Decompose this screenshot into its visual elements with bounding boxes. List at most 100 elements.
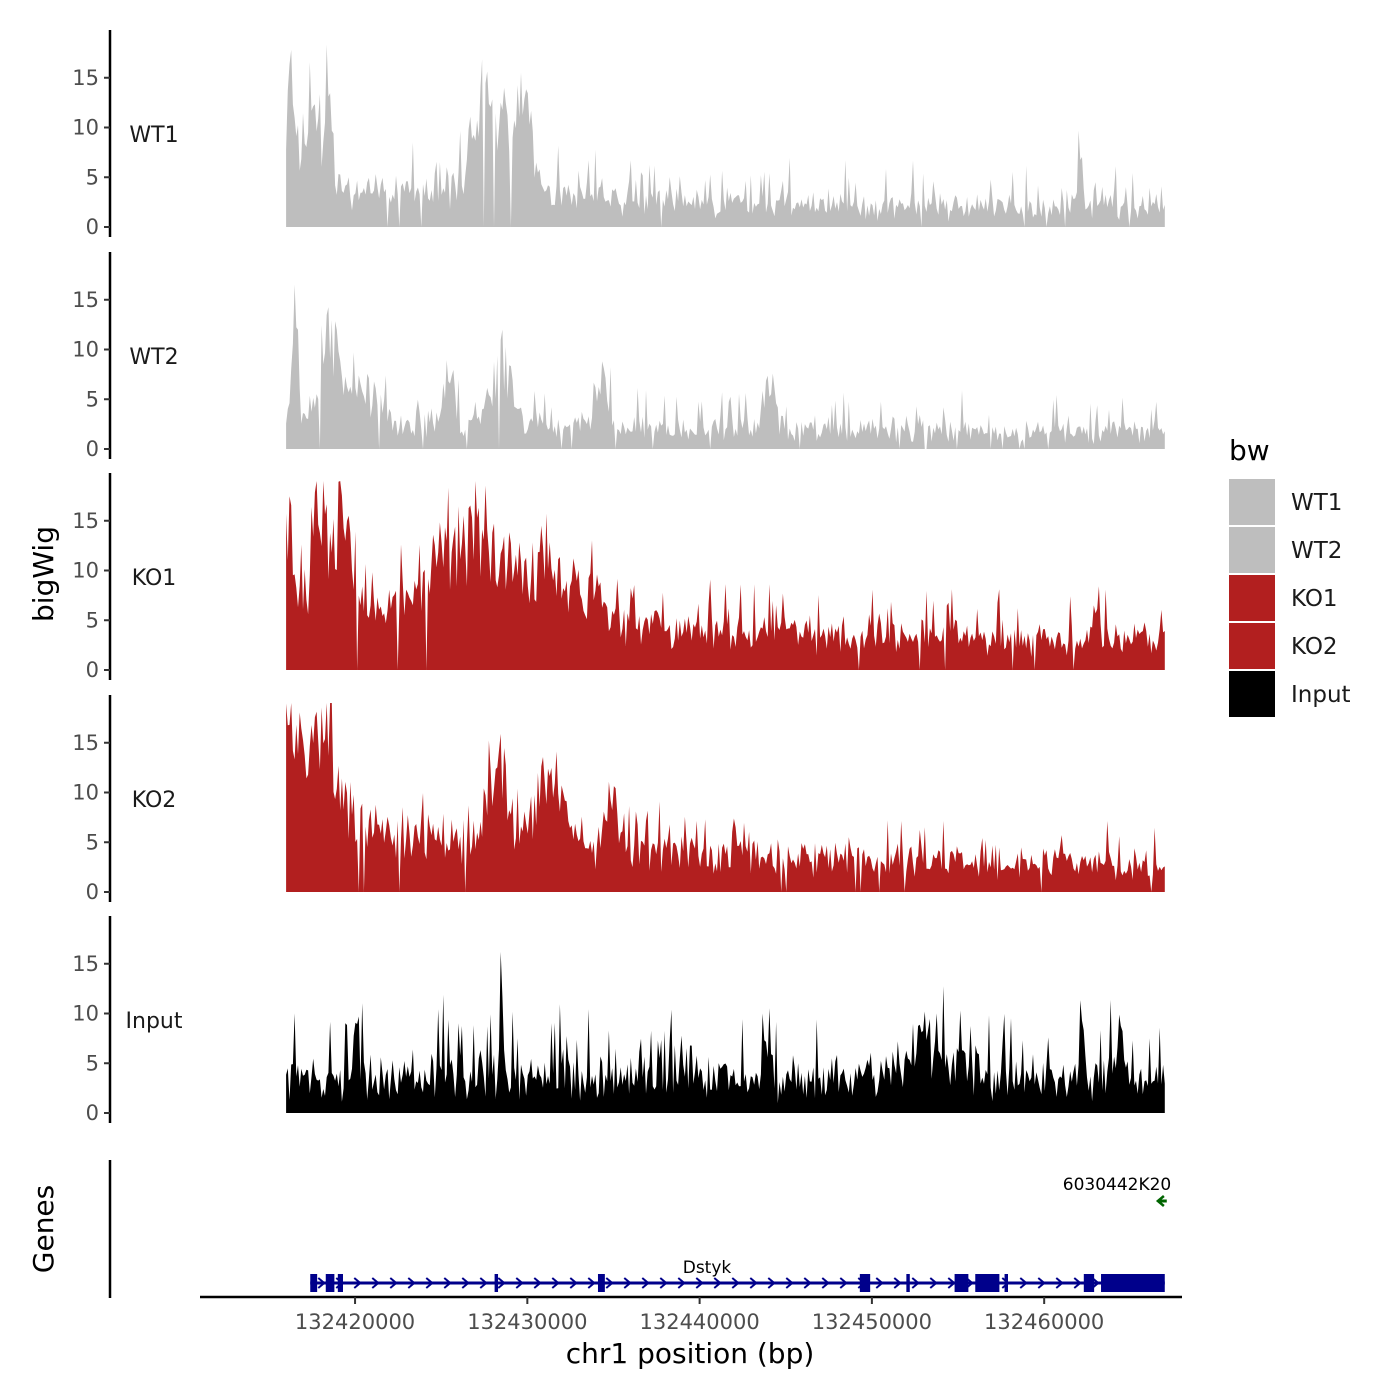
legend-label-wt2: WT2	[1291, 538, 1342, 564]
y-tick-label: 0	[86, 658, 99, 682]
coverage-area-ko1	[286, 481, 1165, 670]
legend-title: bw	[1229, 434, 1270, 467]
track-wt2: 0 5 10 15 WT2	[72, 252, 1165, 461]
exon	[1004, 1274, 1008, 1292]
strand-arrow	[587, 1277, 596, 1289]
exon	[325, 1274, 335, 1292]
strand-arrow	[515, 1277, 524, 1289]
gene-6030442k20: 6030442K20	[1063, 1175, 1172, 1207]
strand-arrow	[785, 1277, 794, 1289]
y-tick-label: 0	[86, 215, 99, 239]
coverage-area-wt1	[286, 44, 1165, 227]
track-input: 0 5 10 15 Input	[72, 916, 1165, 1125]
y-tick-label: 15	[72, 952, 99, 976]
y-tick-label: 15	[72, 509, 99, 533]
legend-swatch-ko1	[1229, 575, 1275, 621]
strand-arrow	[1055, 1277, 1064, 1289]
genes-axis-title: Genes	[27, 1185, 60, 1273]
y-tick-label: 0	[86, 437, 99, 461]
strand-arrow	[371, 1277, 380, 1289]
strand-arrow	[677, 1277, 686, 1289]
strand-arrow	[1037, 1277, 1046, 1289]
track-label-input: Input	[126, 1009, 183, 1034]
track-ko1: 0 5 10 15 KO1	[72, 473, 1165, 682]
exon	[1083, 1274, 1095, 1292]
y-tick-label: 10	[72, 116, 99, 140]
strand-arrow	[659, 1277, 668, 1289]
coverage-area-wt2	[286, 284, 1165, 449]
x-tick-label: 132450000	[812, 1310, 932, 1334]
strand-arrow	[425, 1277, 434, 1289]
y-tick-label: 10	[72, 1002, 99, 1026]
exon	[1101, 1274, 1165, 1292]
track-wt1: 0 5 10 15 WT1	[72, 30, 1165, 239]
legend: bw WT1 WT2 KO1 KO2 Input	[1229, 434, 1351, 717]
strand-arrow	[1073, 1277, 1082, 1289]
y-tick-label: 10	[72, 338, 99, 362]
legend-label-ko1: KO1	[1291, 586, 1338, 612]
legend-label-input: Input	[1291, 682, 1351, 708]
strand-arrow	[911, 1277, 920, 1289]
coverage-area-ko2	[286, 703, 1165, 892]
x-tick-label: 132440000	[639, 1310, 759, 1334]
exon	[337, 1274, 343, 1292]
strand-arrow	[1091, 1277, 1100, 1289]
strand-arrow	[641, 1277, 650, 1289]
x-axis: 132420000 132430000 132440000 132450000 1324…	[200, 1295, 1182, 1334]
strand-arrow	[605, 1277, 614, 1289]
track-label-wt1: WT1	[129, 123, 178, 148]
strand-arrow	[713, 1277, 722, 1289]
y-tick-label: 10	[72, 559, 99, 583]
genes-panel: Dstyk 6030442K20	[108, 1160, 1172, 1298]
gene-dstyk: Dstyk	[310, 1258, 1165, 1292]
legend-label-ko2: KO2	[1291, 634, 1338, 660]
strand-arrow	[929, 1277, 938, 1289]
exon	[906, 1274, 910, 1292]
exon	[494, 1274, 499, 1292]
strand-arrow	[1019, 1277, 1028, 1289]
strand-arrow	[551, 1277, 560, 1289]
strand-arrow	[317, 1277, 326, 1289]
legend-label-wt1: WT1	[1291, 490, 1342, 516]
strand-arrow	[1155, 1195, 1165, 1207]
strand-arrow	[767, 1277, 776, 1289]
strand-arrow	[839, 1277, 848, 1289]
track-label-wt2: WT2	[129, 345, 178, 370]
y-tick-label: 15	[72, 731, 99, 755]
strand-arrow	[893, 1277, 902, 1289]
strand-arrow	[749, 1277, 758, 1289]
strand-arrow	[1001, 1277, 1010, 1289]
bigwig-tracks: 0 5 10 15 WT1 0 5 10 15 WT2 0 5 10 15 KO1 0 5 10 15 KO2 0 5 10…	[72, 30, 1165, 1125]
y-axis-title: bigWig	[27, 526, 60, 622]
strand-arrow	[389, 1277, 398, 1289]
strand-arrow	[533, 1277, 542, 1289]
strand-arrow	[731, 1277, 740, 1289]
y-tick-label: 5	[86, 1051, 99, 1075]
strand-arrow	[821, 1277, 830, 1289]
track-label-ko1: KO1	[132, 566, 177, 591]
strand-arrow	[407, 1277, 416, 1289]
exon	[859, 1274, 871, 1292]
strand-arrow	[947, 1277, 956, 1289]
exon	[597, 1274, 605, 1292]
y-tick-label: 0	[86, 880, 99, 904]
x-tick-label: 132460000	[984, 1310, 1104, 1334]
strand-arrow	[479, 1277, 488, 1289]
y-tick-label: 5	[86, 165, 99, 189]
exon	[310, 1274, 318, 1292]
legend-swatch-input	[1229, 671, 1275, 717]
exon	[954, 1274, 969, 1292]
strand-arrow	[695, 1277, 704, 1289]
strand-arrow	[461, 1277, 470, 1289]
legend-swatch-wt1	[1229, 479, 1275, 525]
coverage-area-input	[286, 951, 1165, 1113]
legend-swatch-wt2	[1229, 527, 1275, 573]
y-tick-label: 5	[86, 608, 99, 632]
strand-arrow	[443, 1277, 452, 1289]
y-tick-label: 5	[86, 387, 99, 411]
strand-arrow	[623, 1277, 632, 1289]
gene-label-6030442k20: 6030442K20	[1063, 1175, 1172, 1195]
y-tick-label: 5	[86, 830, 99, 854]
exon	[975, 1274, 1000, 1292]
